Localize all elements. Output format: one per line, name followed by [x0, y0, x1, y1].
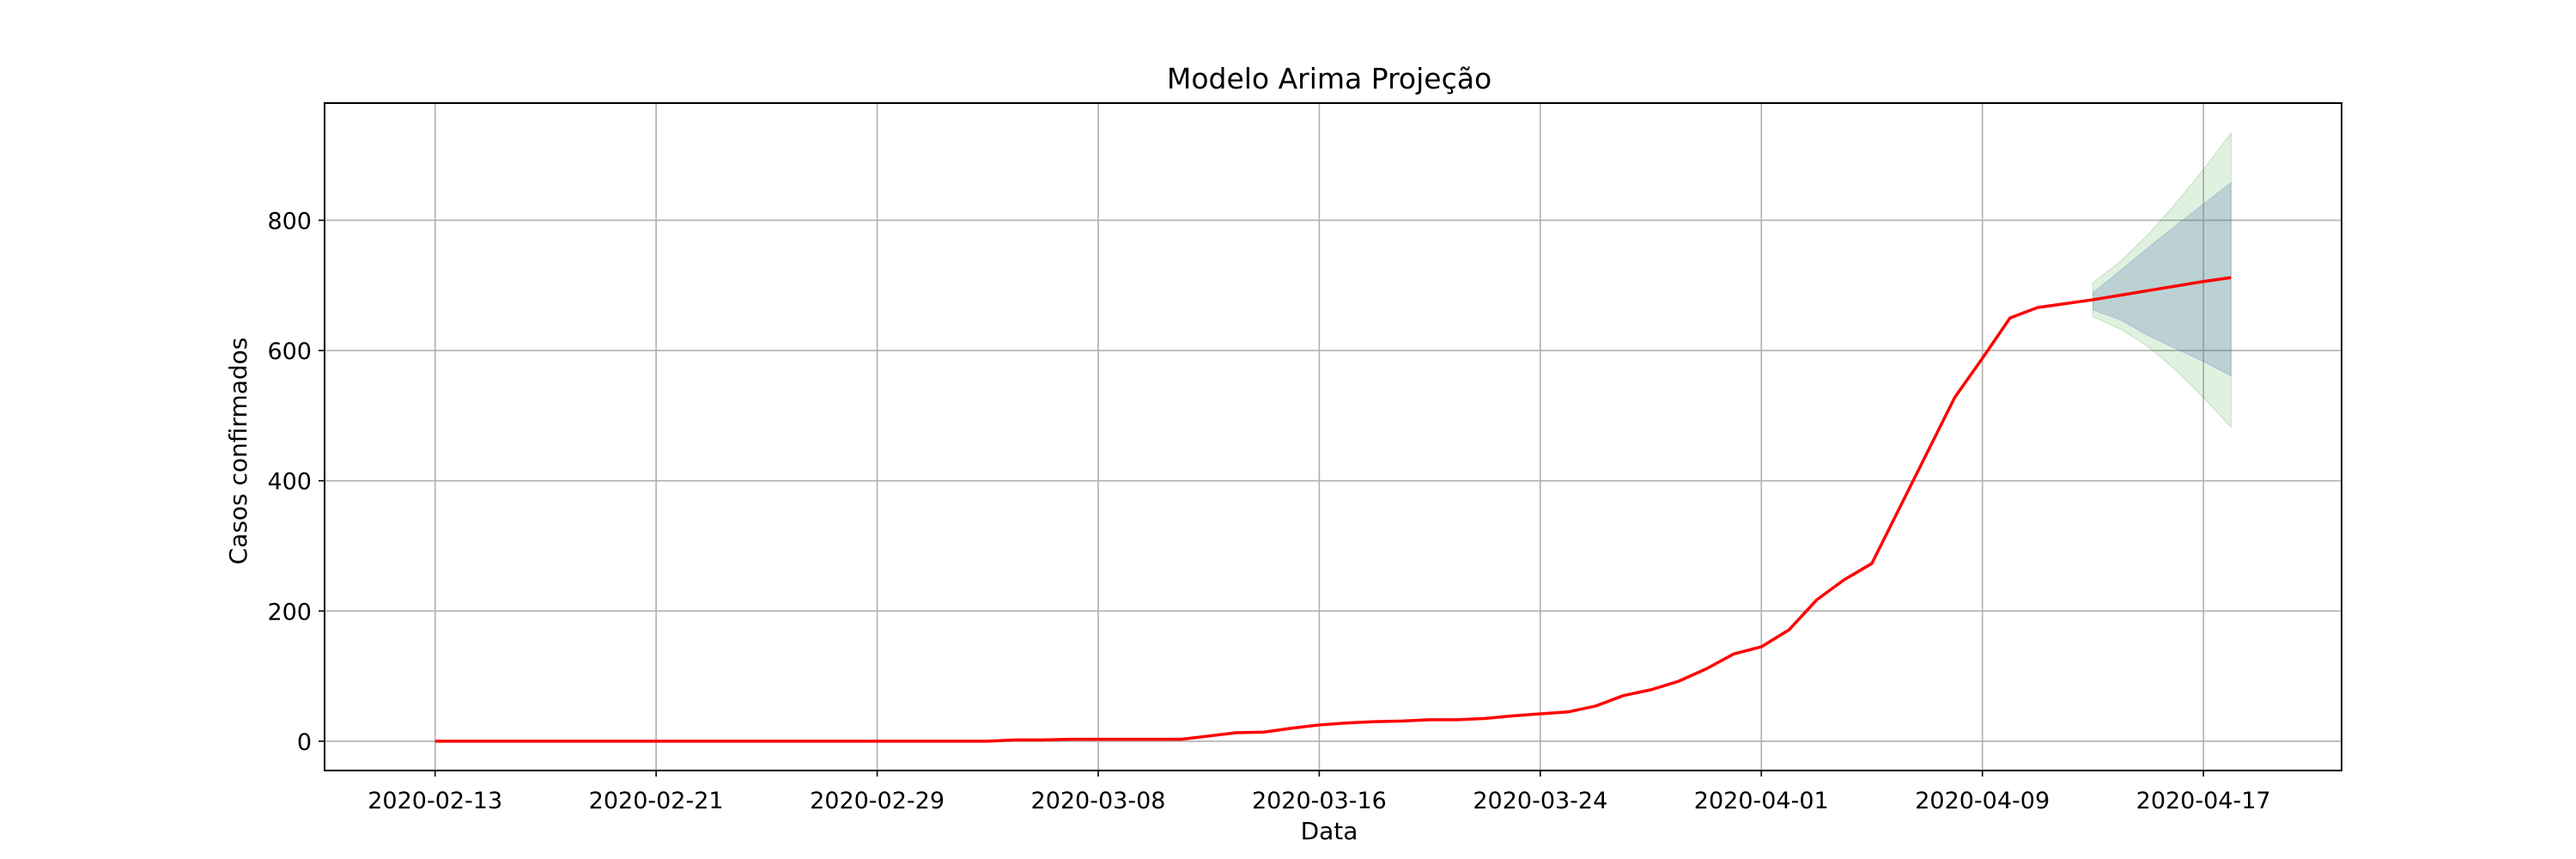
grid	[325, 103, 2342, 771]
x-tick-label: 2020-03-16	[1252, 788, 1387, 814]
x-tick-label: 2020-04-01	[1694, 788, 1829, 814]
y-tick-label: 800	[267, 208, 312, 235]
x-tick-label: 2020-02-29	[810, 788, 945, 814]
plot-frame	[324, 102, 2342, 771]
ticks: 2020-02-13 2020-02-21 2020-02-29 2020-03-08…	[267, 208, 2270, 814]
y-tick-label: 400	[267, 469, 312, 496]
x-tick-label: 2020-02-13	[368, 788, 502, 814]
y-tick-label: 600	[267, 338, 312, 365]
x-tick-label: 2020-04-17	[2136, 788, 2271, 814]
confidence-bands	[2092, 131, 2232, 429]
line-series	[434, 276, 2232, 743]
x-axis-label: Data	[1301, 817, 1358, 845]
y-axis-label: Casos confirmados	[224, 338, 252, 565]
confirmed-cases-line	[434, 276, 2232, 743]
x-tick-label: 2020-03-24	[1473, 788, 1607, 814]
y-tick-label: 200	[267, 599, 312, 625]
y-tick-label: 0	[297, 729, 312, 756]
outer-confidence-band	[2092, 131, 2232, 429]
chart-title: Modelo Arima Projeção	[1167, 62, 1492, 95]
x-tick-label: 2020-02-21	[589, 788, 724, 814]
x-tick-label: 2020-03-08	[1031, 788, 1166, 814]
inner-confidence-band	[2092, 181, 2232, 377]
x-tick-label: 2020-04-09	[1915, 788, 2050, 814]
